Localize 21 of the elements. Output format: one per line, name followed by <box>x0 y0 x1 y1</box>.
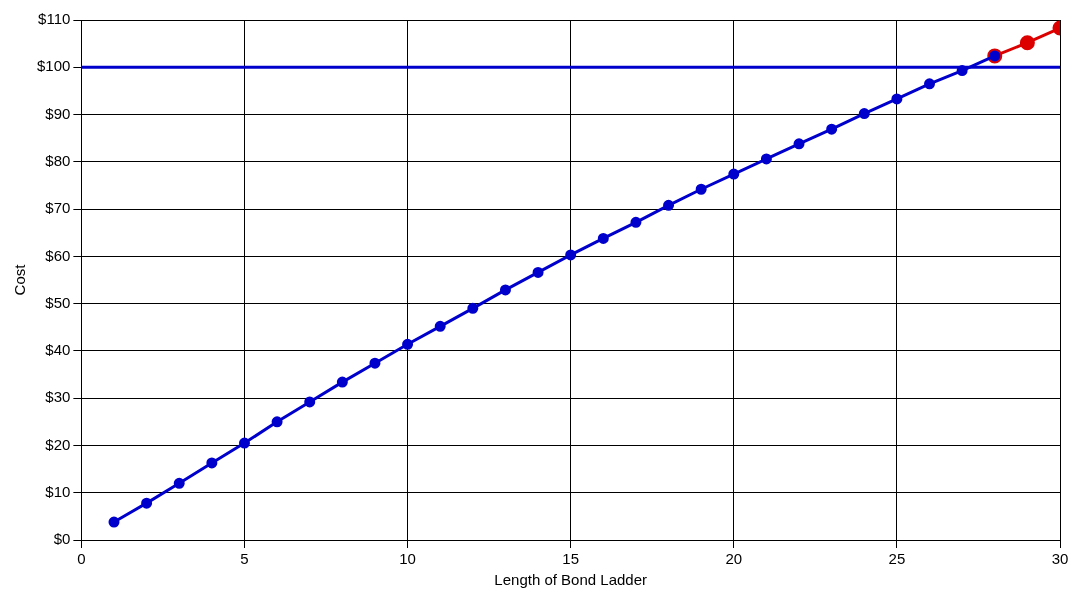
y-tick-label: $70 <box>45 199 71 217</box>
y-tick-label: $30 <box>45 388 71 406</box>
x-tick-label: 15 <box>562 550 580 568</box>
y-tick-label: $0 <box>53 530 71 548</box>
y-tick-label: $100 <box>36 57 71 75</box>
y-tick-label: $110 <box>38 10 71 28</box>
x-axis-title: Length of Bond Ladder <box>494 571 647 589</box>
y-tick-label: $10 <box>45 482 71 500</box>
x-tick-label: 25 <box>888 550 906 568</box>
x-tick-label: 10 <box>399 550 416 568</box>
y-tick-label: $60 <box>45 246 71 264</box>
y-tick-label: $20 <box>45 435 71 453</box>
y-axis-title: Cost <box>11 263 29 296</box>
y-tick-label: $80 <box>45 151 71 169</box>
x-tick-label: 20 <box>725 550 743 568</box>
y-tick-label: $90 <box>45 104 71 122</box>
x-tick-label: 0 <box>77 550 86 568</box>
y-tick-label: $50 <box>45 293 71 311</box>
x-tick-label: 30 <box>1051 550 1069 568</box>
x-tick-label: 5 <box>240 550 249 568</box>
y-tick-label: $40 <box>45 341 71 359</box>
